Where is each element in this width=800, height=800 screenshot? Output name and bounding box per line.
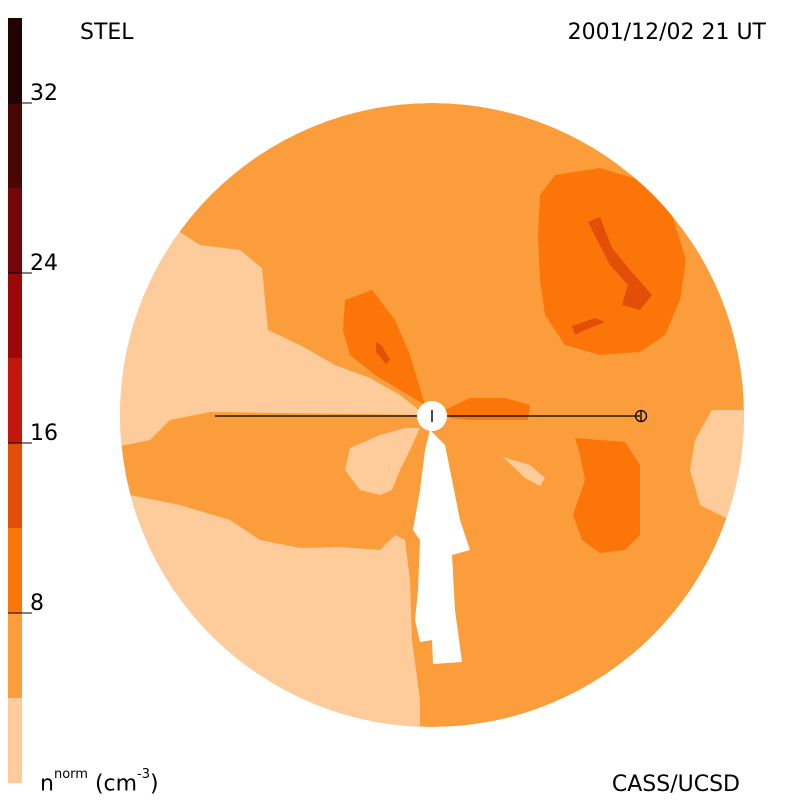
low-density-region-west bbox=[120, 230, 425, 450]
unit-close: ) bbox=[150, 771, 159, 797]
colorbar bbox=[8, 18, 32, 783]
colorbar-band-9 bbox=[8, 18, 22, 103]
enhanced-region-east bbox=[573, 438, 640, 553]
colorbar-tick-label-8: 8 bbox=[30, 591, 44, 616]
colorbar-unit-label: nnorm (cm-3) bbox=[40, 768, 159, 797]
colorbar-band-5 bbox=[8, 358, 22, 443]
unit-open: (cm bbox=[94, 771, 138, 797]
colorbar-band-2 bbox=[8, 613, 22, 698]
colorbar-band-3 bbox=[8, 528, 22, 613]
sun-marker-icon bbox=[417, 401, 447, 431]
unobserved-region bbox=[413, 430, 470, 664]
colorbar-tick-label-16: 16 bbox=[30, 421, 58, 446]
colorbar-tick-label-32: 32 bbox=[30, 81, 58, 106]
low-density-patch bbox=[503, 457, 545, 486]
unit-superscript: -3 bbox=[137, 767, 151, 782]
quantity-symbol: n bbox=[40, 771, 54, 797]
earth-marker-icon bbox=[634, 409, 648, 423]
high-density-region-northeast bbox=[588, 217, 652, 310]
credit-label: CASS/UCSD bbox=[611, 772, 740, 797]
quantity-superscript: norm bbox=[53, 767, 88, 782]
colorbar-band-1 bbox=[8, 698, 22, 783]
colorbar-band-6 bbox=[8, 273, 22, 358]
colorbar-band-7 bbox=[8, 188, 22, 273]
enhanced-region-north bbox=[343, 290, 425, 405]
datetime-label: 2001/12/02 21 UT bbox=[567, 20, 766, 45]
low-density-region-center bbox=[345, 428, 420, 495]
high-density-region-northeast-tail bbox=[572, 318, 605, 335]
observatory-label: STEL bbox=[80, 20, 134, 45]
colorbar-band-4 bbox=[8, 443, 22, 528]
colorbar-tick-label-24: 24 bbox=[30, 251, 58, 276]
high-density-region-north bbox=[376, 342, 390, 364]
colorbar-band-8 bbox=[8, 103, 22, 188]
enhanced-region-near-sun bbox=[445, 398, 530, 420]
